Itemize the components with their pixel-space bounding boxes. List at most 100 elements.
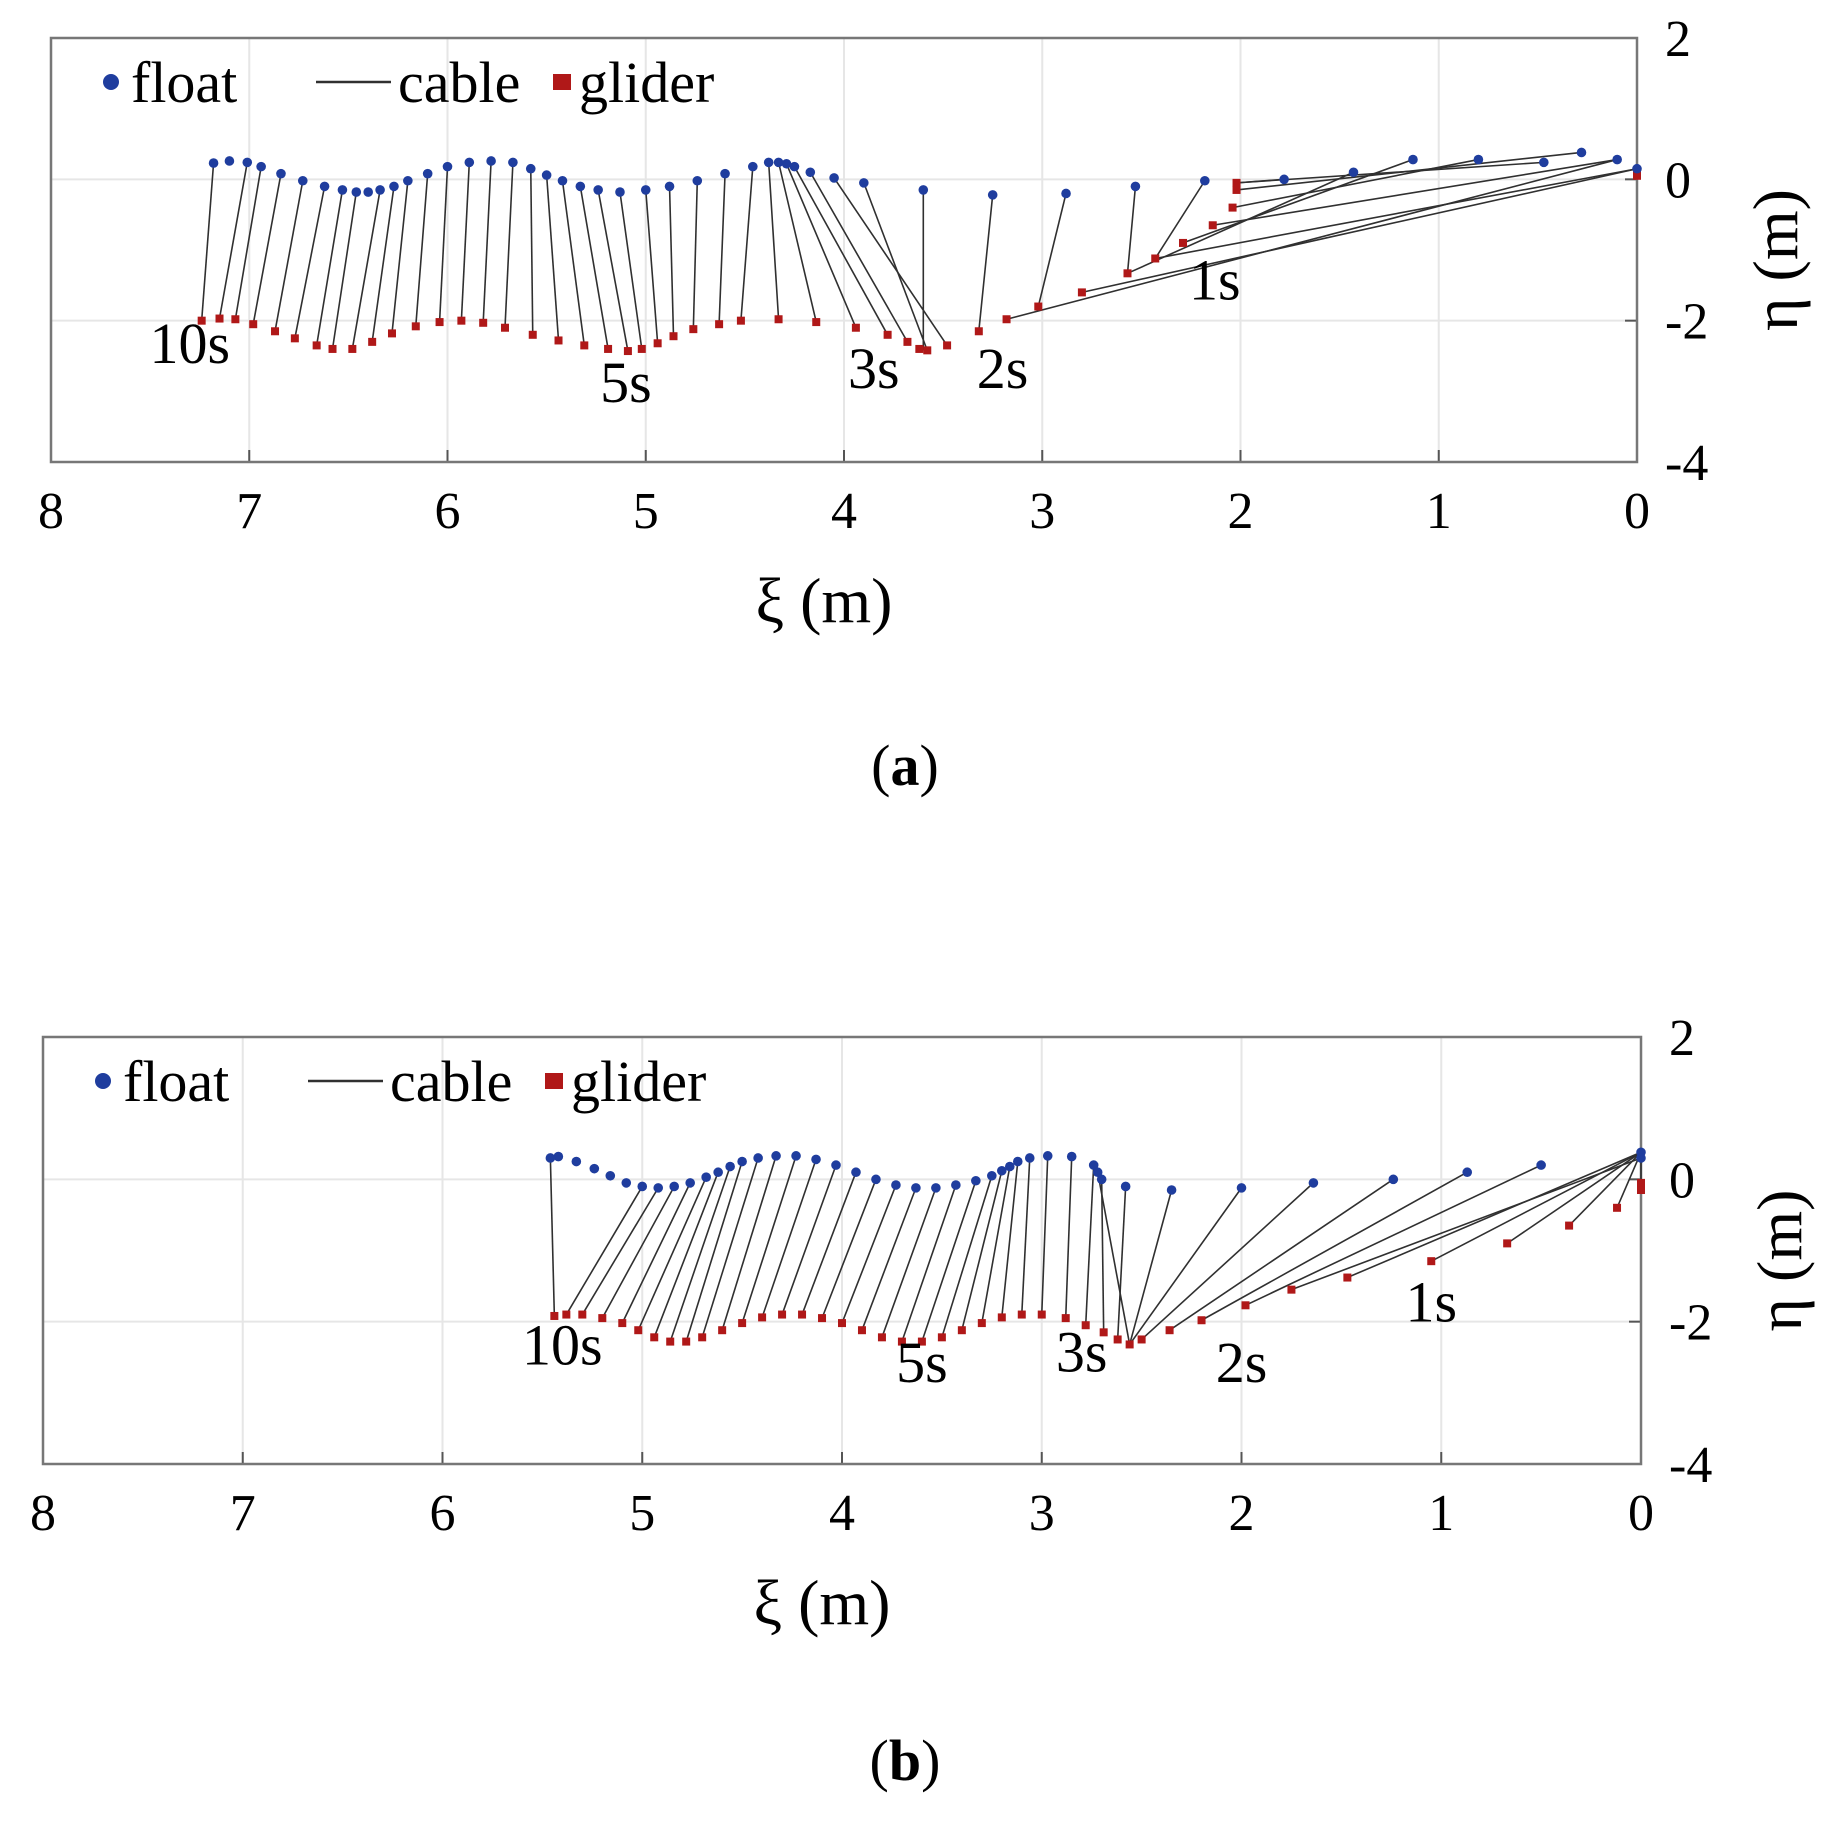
glider-point bbox=[736, 316, 745, 325]
float-point bbox=[571, 1156, 582, 1167]
time-label: 2s bbox=[977, 336, 1029, 401]
glider-series bbox=[550, 1178, 1645, 1349]
glider-point bbox=[1081, 1321, 1090, 1330]
glider-point bbox=[598, 1314, 607, 1323]
legend-glider-label: glider bbox=[579, 50, 714, 115]
cable-line bbox=[371, 186, 395, 342]
legend-float-label: float bbox=[123, 1049, 229, 1114]
y-tick-label: 0 bbox=[1669, 1152, 1695, 1209]
glider-point bbox=[653, 339, 662, 348]
cable-line bbox=[741, 1155, 797, 1324]
float-point bbox=[1120, 1181, 1131, 1192]
float-point bbox=[637, 1181, 648, 1192]
float-point bbox=[508, 157, 518, 168]
x-tick-label: 0 bbox=[1628, 1485, 1654, 1542]
cable-line bbox=[619, 191, 643, 350]
glider-point bbox=[634, 1326, 643, 1335]
glider-point bbox=[903, 337, 912, 346]
float-point bbox=[557, 175, 568, 186]
float-point bbox=[486, 156, 496, 166]
glider-point bbox=[1061, 1314, 1070, 1323]
glider-point bbox=[197, 316, 206, 325]
cable-line bbox=[1128, 1187, 1243, 1345]
float-point bbox=[208, 158, 219, 168]
float-point bbox=[1088, 1160, 1099, 1170]
float-point bbox=[701, 1172, 711, 1182]
cable-line bbox=[637, 1176, 707, 1331]
cable-line bbox=[234, 166, 262, 320]
cable-line bbox=[668, 186, 675, 337]
glider-point bbox=[957, 1326, 966, 1335]
glider-point bbox=[528, 330, 537, 339]
y-tick-label: 2 bbox=[1665, 11, 1691, 68]
time-label: 5s bbox=[600, 350, 652, 415]
x-tick-label: 8 bbox=[38, 483, 64, 540]
x-tick-label: 4 bbox=[829, 1485, 855, 1542]
time-label: 3s bbox=[1056, 1319, 1108, 1384]
float-point bbox=[403, 175, 413, 186]
glider-point bbox=[1637, 1186, 1645, 1195]
glider-point bbox=[1179, 238, 1188, 247]
cable-line bbox=[414, 173, 429, 327]
float-point bbox=[911, 1183, 921, 1193]
glider-point bbox=[897, 1337, 906, 1346]
cable-line bbox=[1616, 1151, 1642, 1209]
float-point bbox=[692, 175, 703, 186]
float-point bbox=[685, 1178, 695, 1188]
glider-point bbox=[666, 1337, 675, 1346]
glider-point bbox=[479, 318, 488, 327]
cable-line bbox=[761, 1159, 817, 1318]
float-point bbox=[997, 1165, 1007, 1176]
cable-line bbox=[1084, 1165, 1095, 1326]
float-point bbox=[1279, 174, 1289, 185]
x-tick-label: 5 bbox=[629, 1485, 655, 1542]
panel-caption: (b) bbox=[870, 1728, 941, 1793]
y-tick-label: -4 bbox=[1669, 1437, 1712, 1494]
glider-point bbox=[1123, 269, 1132, 278]
glider-point bbox=[387, 329, 396, 338]
float-point bbox=[737, 1156, 747, 1167]
glider-point bbox=[715, 320, 724, 329]
cable-line bbox=[549, 1157, 556, 1316]
cable-line bbox=[841, 1184, 897, 1324]
float-point bbox=[640, 185, 651, 195]
glider-point bbox=[435, 318, 444, 327]
caption-close-paren: ) bbox=[921, 1728, 940, 1793]
glider-point bbox=[1228, 203, 1237, 212]
x-tick-label: 7 bbox=[236, 483, 262, 540]
glider-point bbox=[818, 1314, 827, 1323]
cable-line bbox=[1245, 1164, 1542, 1307]
cable-line bbox=[1347, 1151, 1642, 1279]
float-point bbox=[1130, 181, 1141, 192]
time-label: 1s bbox=[1405, 1270, 1457, 1335]
float-point bbox=[713, 1167, 723, 1178]
glider-point bbox=[974, 327, 983, 336]
cable-line bbox=[740, 166, 754, 321]
float-point bbox=[464, 157, 475, 168]
cable-line bbox=[1154, 180, 1206, 259]
glider-point bbox=[550, 1311, 559, 1320]
float-point bbox=[1042, 1151, 1053, 1161]
glider-point bbox=[698, 1333, 707, 1342]
x-tick-label: 0 bbox=[1624, 483, 1650, 540]
cable-line bbox=[579, 186, 609, 350]
glider-point bbox=[1165, 1326, 1174, 1335]
float-point bbox=[337, 185, 348, 195]
cable-line bbox=[718, 173, 726, 325]
glider-point bbox=[328, 344, 337, 353]
glider-point bbox=[271, 327, 280, 336]
x-tick-label: 3 bbox=[1029, 483, 1055, 540]
glider-point bbox=[778, 1310, 787, 1319]
float-point bbox=[351, 187, 362, 197]
y-tick-label: 0 bbox=[1665, 152, 1691, 209]
cable-line bbox=[1126, 186, 1137, 274]
float-point bbox=[442, 161, 453, 172]
float-point bbox=[1536, 1160, 1546, 1170]
float-point bbox=[553, 1151, 564, 1162]
cable-line bbox=[981, 1166, 1011, 1324]
float-point bbox=[1066, 1151, 1077, 1162]
cable-line bbox=[1096, 1172, 1131, 1345]
glider-point bbox=[312, 341, 321, 350]
float-point bbox=[720, 168, 730, 179]
cable-line bbox=[1064, 1156, 1073, 1319]
